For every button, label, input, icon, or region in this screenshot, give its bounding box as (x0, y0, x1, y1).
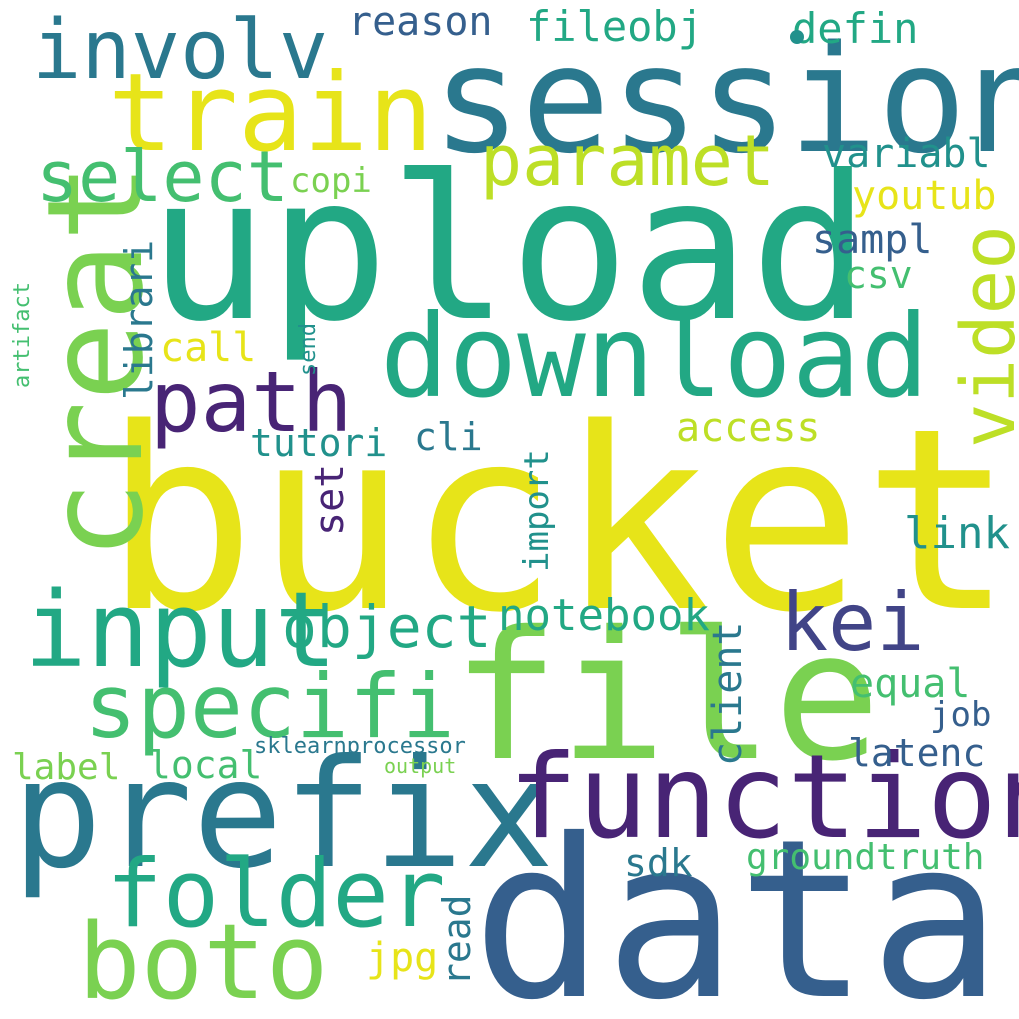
word-local: local (148, 743, 263, 787)
word-jpg: jpg (366, 935, 439, 981)
word-upload: upload (148, 133, 871, 366)
word-link: link (904, 508, 1010, 559)
word-video: video (946, 225, 1019, 448)
word-prefix: prefix (12, 728, 554, 902)
word-cli: cli (414, 415, 483, 459)
word-tutori: tutori (250, 421, 388, 465)
word-defin: defin (792, 4, 919, 53)
word-import: import (517, 449, 557, 572)
word-involv: involv (32, 3, 329, 98)
word-boto: boto (78, 901, 329, 1019)
word-latenc: latenc (848, 731, 986, 775)
word-send: send (296, 323, 321, 376)
word-client: client (705, 621, 751, 767)
dot-mark (790, 30, 804, 44)
word-variabl: variabl (822, 131, 991, 177)
word-read: read (435, 894, 479, 986)
word-input: input (24, 569, 338, 691)
word-reason: reason (348, 0, 493, 45)
word-equal: equal (850, 661, 971, 707)
word-file: file (452, 593, 881, 800)
word-object: object (282, 593, 492, 661)
word-path: path (150, 353, 353, 451)
word-job: job (930, 695, 992, 735)
word-session: session (432, 14, 1019, 186)
word-copi: copi (290, 161, 372, 201)
word-paramet: paramet (480, 120, 776, 202)
word-sklearnprocessor: sklearnprocessor (254, 734, 466, 759)
word-call: call (160, 325, 257, 371)
word-download: download (380, 290, 930, 423)
word-groundtruth: groundtruth (746, 837, 985, 878)
word-train: train (108, 51, 434, 176)
word-librari: librari (117, 239, 161, 400)
word-set: set (307, 463, 353, 536)
word-access: access (676, 405, 821, 451)
word-select: select (36, 136, 289, 218)
word-youtub: youtub (852, 173, 997, 219)
word-output: output (384, 754, 457, 778)
word-bucket: bucket (104, 375, 1015, 668)
word-specifi: specifi (84, 655, 455, 758)
word-sdk: sdk (624, 841, 693, 885)
word-notebook: notebook (498, 590, 710, 641)
word-kei: kei (780, 576, 925, 669)
word-artifact: artifact (10, 282, 35, 388)
word-folder: folder (106, 840, 446, 949)
word-label: label (12, 747, 121, 788)
word-function: function (508, 730, 1019, 865)
word-fileobj: fileobj (526, 2, 704, 51)
word-csv: csv (844, 253, 913, 297)
word-sampl: sampl (812, 217, 933, 263)
word-data: data (472, 792, 1002, 1019)
